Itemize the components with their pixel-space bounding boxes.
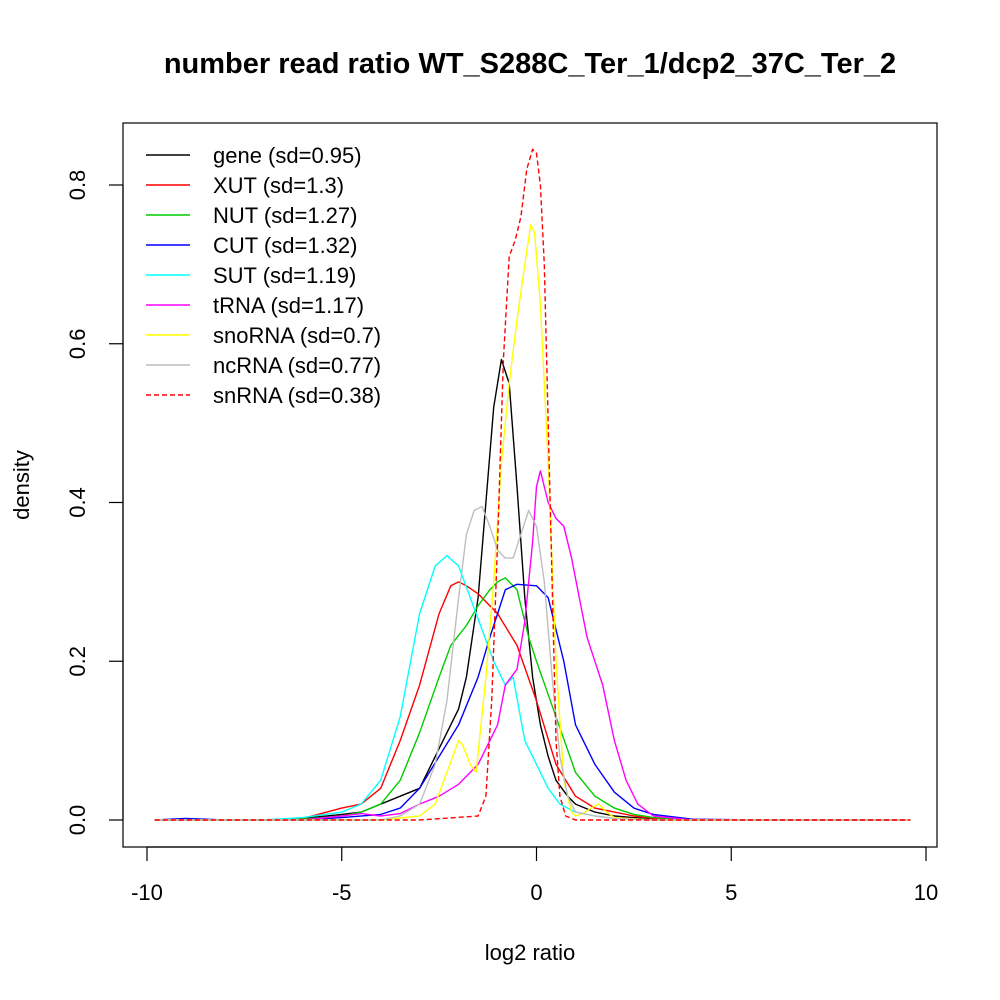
- x-axis-label: log2 ratio: [485, 940, 576, 965]
- legend-label-6: snoRNA (sd=0.7): [213, 323, 381, 348]
- legend-label-7: ncRNA (sd=0.77): [213, 353, 381, 378]
- y-axis-label: density: [9, 450, 34, 520]
- x-tick-label: 10: [914, 880, 938, 905]
- series-line-5: [154, 470, 911, 821]
- y-tick-label: 0.6: [65, 329, 90, 360]
- series-line-8: [154, 148, 911, 821]
- series-line-6: [154, 223, 911, 821]
- x-tick-label: -10: [131, 880, 163, 905]
- legend-label-3: CUT (sd=1.32): [213, 233, 357, 258]
- chart-title: number read ratio WT_S288C_Ter_1/dcp2_37…: [164, 48, 896, 80]
- y-axis: 0.0 0.2 0.4 0.6 0.8: [65, 170, 124, 836]
- x-axis: -10 -5 0 5 10: [131, 846, 938, 905]
- y-tick-label: 0.0: [65, 805, 90, 836]
- series-line-7: [154, 505, 911, 821]
- legend-label-5: tRNA (sd=1.17): [213, 293, 364, 318]
- series-line-2: [154, 577, 911, 821]
- legend-label-8: snRNA (sd=0.38): [213, 383, 381, 408]
- x-tick-label: 0: [530, 880, 542, 905]
- x-tick-label: 5: [725, 880, 737, 905]
- legend-label-2: NUT (sd=1.27): [213, 203, 357, 228]
- x-tick-label: -5: [332, 880, 352, 905]
- y-tick-label: 0.2: [65, 646, 90, 677]
- legend: gene (sd=0.95) XUT (sd=1.3) NUT (sd=1.27) C…: [146, 143, 381, 408]
- legend-label-4: SUT (sd=1.19): [213, 263, 356, 288]
- y-tick-label: 0.4: [65, 487, 90, 518]
- legend-label-1: XUT (sd=1.3): [213, 173, 344, 198]
- series-layer: [154, 148, 911, 821]
- y-tick-label: 0.8: [65, 170, 90, 201]
- legend-label-0: gene (sd=0.95): [213, 143, 362, 168]
